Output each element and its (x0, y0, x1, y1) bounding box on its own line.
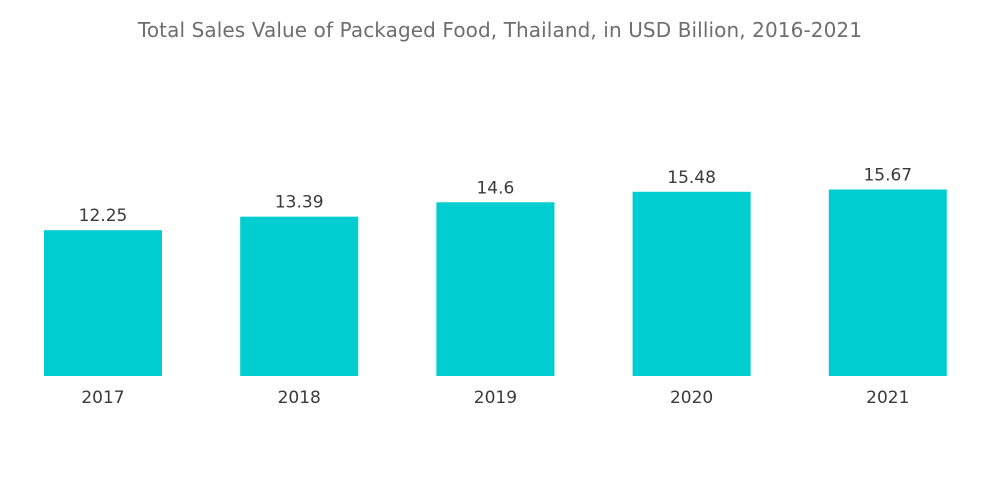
x-tick-label-2019: 2019 (474, 388, 517, 408)
value-label-2020: 15.48 (667, 168, 716, 188)
bar-2018 (240, 216, 359, 376)
value-label-2018: 13.39 (275, 193, 324, 213)
x-tick-label-2017: 2017 (81, 388, 124, 408)
value-labels-group: 12.25 13.39 14.6 15.48 15.67 (79, 166, 912, 227)
bar-2017 (44, 230, 162, 376)
bars-group (44, 189, 947, 376)
bar-2020 (632, 191, 751, 376)
bar-2021 (828, 189, 947, 376)
x-tick-label-2020: 2020 (670, 388, 713, 408)
x-tick-label-2021: 2021 (866, 388, 909, 408)
x-tick-label-2018: 2018 (278, 388, 321, 408)
x-axis: 2017 2018 2019 2020 2021 (81, 388, 909, 408)
value-label-2021: 15.67 (863, 166, 912, 186)
bar-2019 (436, 202, 555, 376)
value-label-2019: 14.6 (476, 178, 514, 198)
chart-title: Total Sales Value of Packaged Food, Thai… (137, 18, 863, 42)
value-label-2017: 12.25 (79, 206, 128, 226)
